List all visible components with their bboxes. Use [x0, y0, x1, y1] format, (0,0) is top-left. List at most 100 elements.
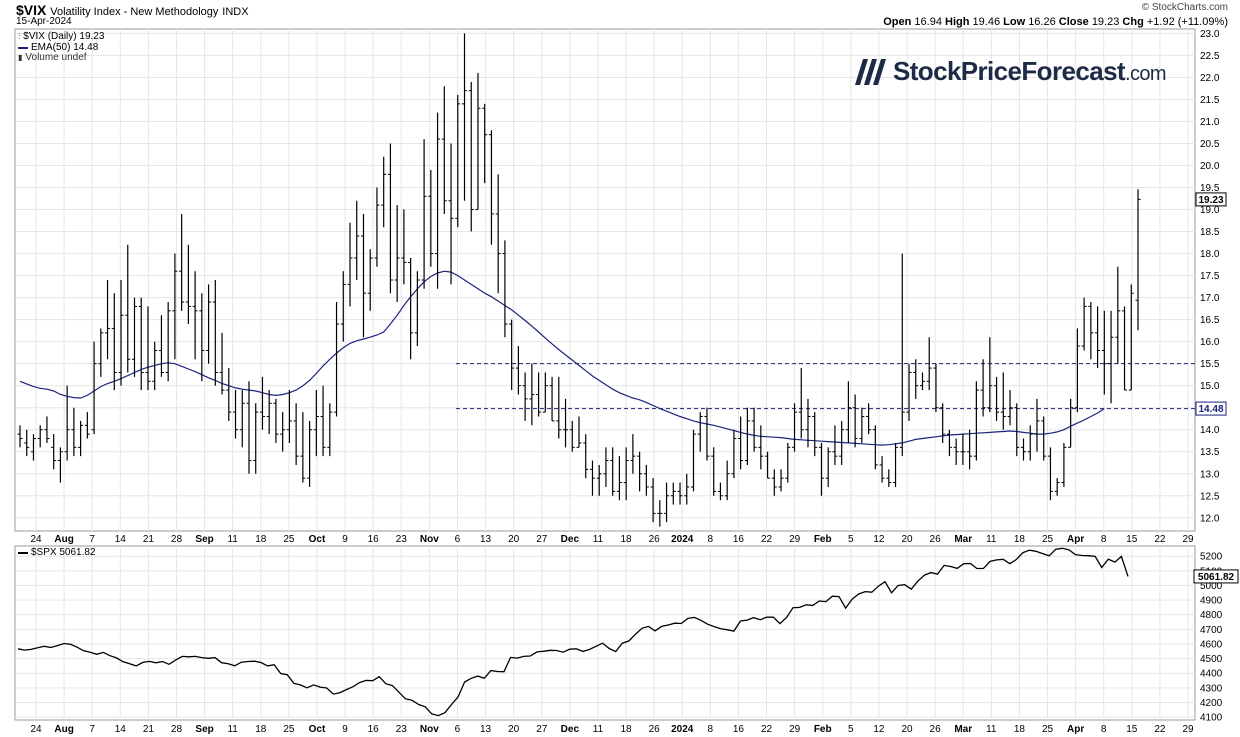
ohlc-bar [502, 240, 508, 338]
spx-x-tick-label: 18 [620, 724, 632, 735]
vix-x-tick-label: 15 [1126, 534, 1138, 545]
legend-spx-text: $SPX 5061.82 [31, 547, 96, 558]
vix-y-tick-label: 18.5 [1200, 227, 1220, 238]
ohlc-bar [731, 429, 737, 479]
ohlc-bar [899, 253, 905, 457]
ohlc-bar [758, 425, 764, 470]
ohlc-bar [704, 407, 710, 461]
ohlc-bar [448, 143, 454, 285]
vix-x-tick-label: 22 [761, 534, 773, 545]
spx-x-tick-label: 26 [930, 724, 942, 735]
spx-last-value-box [1193, 569, 1239, 584]
ohlc-bar [280, 412, 286, 452]
spx-x-tick-label: 12 [873, 724, 885, 735]
vix-x-tick-label: Nov [420, 534, 439, 545]
vix-x-tick-label: 27 [536, 534, 548, 545]
ohlc-bar [563, 398, 569, 448]
ohlc-bar [771, 469, 777, 496]
vix-x-tick-label: 14 [115, 534, 127, 545]
vix-x-tick-label: 11 [593, 534, 604, 545]
vix-x-tick-label: 18 [255, 534, 267, 545]
spx-legend-swatch [18, 551, 28, 554]
spx-x-tick-label: 11 [227, 724, 238, 735]
ohlc-bar [637, 451, 643, 492]
ohlc-bar [64, 385, 70, 461]
vix-x-tick-label: 11 [227, 534, 238, 545]
ohlc-bar [650, 478, 656, 523]
ohlc-bar [374, 187, 380, 267]
high-label: High [945, 16, 970, 28]
ohlc-bar [1021, 438, 1027, 461]
vix-x-tick-label: 24 [30, 534, 42, 545]
vix-x-tick-label: 20 [508, 534, 520, 545]
vix-last-value-text: 19.23 [1198, 195, 1223, 206]
vix-x-tick-label: 12 [873, 534, 885, 545]
ohlc-bar [603, 447, 609, 487]
spx-x-tick-label: 29 [789, 724, 801, 735]
ohlc-bar [738, 416, 744, 470]
ohlc-bar [670, 482, 676, 505]
open-label: Open [883, 16, 912, 28]
ohlc-bar [980, 359, 986, 417]
ohlc-bar [967, 429, 973, 470]
spx-x-tick-label: 5 [848, 724, 854, 735]
ohlc-bar [522, 372, 528, 421]
ohlc-bar [569, 420, 575, 452]
spx-y-tick-label: 5200 [1200, 552, 1223, 563]
chart-date: 15-Apr-2024 [16, 16, 72, 27]
ohlc-bar [145, 306, 151, 391]
spx-x-tick-label: 18 [255, 724, 267, 735]
ohlc-bar [711, 447, 717, 496]
ohlc-bar [226, 368, 232, 421]
ohlc-bar [152, 341, 158, 391]
ohlc-bar [690, 429, 696, 492]
ohlc-bar [394, 205, 400, 303]
vix-x-tick-label: 8 [1101, 534, 1107, 545]
symbol: $VIX [16, 2, 47, 18]
legend-volume-text: Volume undef [25, 52, 87, 63]
vix-x-tick-label: Mar [954, 534, 972, 545]
ohlc-bar [354, 200, 360, 280]
vix-x-tick-label: 28 [171, 534, 183, 545]
ohlc-bar [30, 434, 36, 461]
ohlc-bar [556, 376, 562, 439]
ohlc-bar [313, 390, 319, 457]
spx-gridlines [15, 546, 1195, 720]
logo-text: StockPriceForecast.com [893, 56, 1167, 87]
ohlc-bar [677, 482, 683, 505]
ohlc-bar [273, 398, 279, 443]
vix-y-tick-label: 13.0 [1200, 469, 1220, 480]
spx-x-tick-label: 18 [1014, 724, 1026, 735]
ohlc-bar [792, 403, 798, 452]
watermark-logo: StockPriceForecast.com [855, 56, 1167, 87]
ohlc-bar [1128, 284, 1134, 391]
spx-x-tick-label: 6 [455, 724, 461, 735]
ohlc-bar [24, 429, 30, 457]
ohlc-bar [818, 442, 824, 496]
ohlc-bar [926, 337, 932, 391]
vix-value-labels: 19.23 14.48 [1195, 192, 1227, 416]
ohlc-bar [334, 302, 340, 417]
vix-y-tick-label: 15.0 [1200, 381, 1220, 392]
vix-x-tick-label: 5 [848, 534, 854, 545]
ohlc-bar [192, 271, 198, 360]
ohlc-bar [98, 328, 104, 377]
spx-y-tick-label: 4600 [1200, 639, 1223, 650]
ohlc-bar [37, 425, 43, 448]
ohlc-bar [414, 271, 420, 347]
spx-x-tick-label: 8 [708, 724, 714, 735]
change-label: Chg [1122, 16, 1144, 28]
spx-y-tick-label: 4800 [1200, 610, 1223, 621]
vix-x-tick-label: 26 [649, 534, 661, 545]
ohlc-bar [778, 469, 784, 492]
ohlc-bar [118, 280, 124, 386]
spx-x-tick-label: 20 [508, 724, 520, 735]
stockcharts-credit: © StockCharts.com [1141, 2, 1228, 13]
vix-y-axis: 12.012.513.013.514.014.515.015.516.016.5… [1200, 29, 1220, 524]
ohlc-bar [825, 447, 831, 487]
spx-x-tick-label: 13 [480, 724, 492, 735]
ohlc-bar [542, 372, 548, 413]
legend-price-text: $VIX (Daily) 19.23 [23, 31, 105, 42]
ohlc-bar [697, 412, 703, 452]
